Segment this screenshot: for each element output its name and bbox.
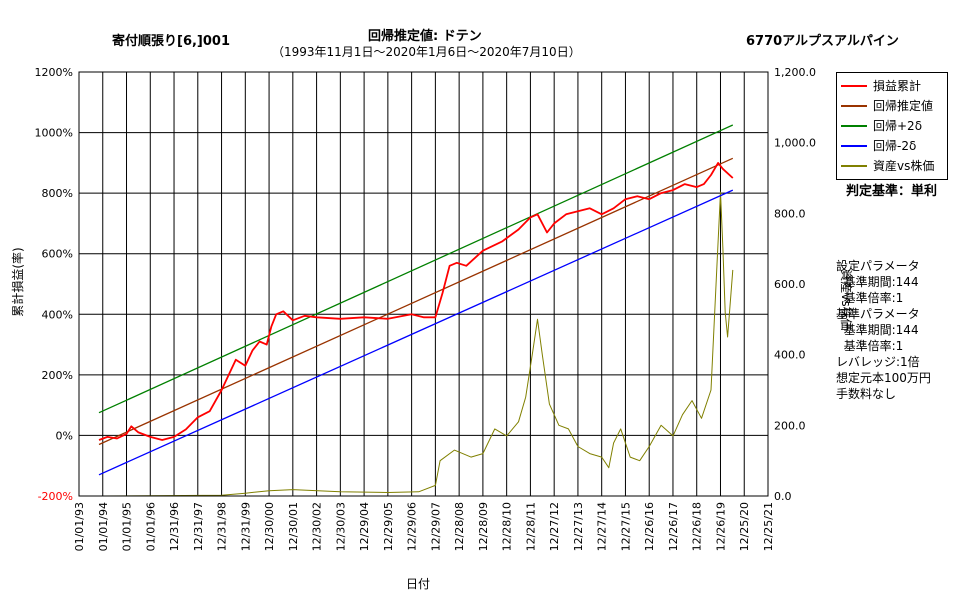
legend-label: 回帰-2δ — [873, 139, 917, 153]
x-tick-label: 12/31/96 — [168, 502, 181, 551]
x-tick-label: 12/28/09 — [477, 502, 490, 551]
y-tick-label: 1000% — [35, 127, 73, 140]
plot-area — [79, 72, 768, 496]
chart-date-range: （1993年11月1日～2020年1月6日～2020年7月10日） — [272, 45, 581, 59]
chart-ticks: -200% 0% 200% 400% 600% 800% 1000% 1200% 0.0 200.… — [35, 66, 816, 551]
x-tick-label: 12/30/02 — [311, 502, 324, 551]
chart-grid — [78, 71, 769, 497]
x-tick-label: 12/27/12 — [548, 502, 561, 551]
chart-axes — [78, 71, 769, 497]
side-info: 設定パラメータ 基準期間:144 基準倍率:1 基準パラメータ 基準期間:144 … — [836, 258, 931, 402]
chart-series — [98, 124, 734, 497]
y-axis-label: 累計損益(率) — [10, 247, 25, 316]
x-tick-label: 12/25/21 — [762, 502, 775, 551]
x-tick-label: 12/28/10 — [501, 502, 514, 551]
x-tick-label: 12/27/15 — [619, 502, 632, 551]
series-line-3 — [98, 189, 734, 476]
x-tick-label: 12/27/13 — [572, 502, 585, 551]
x-tick-label: 12/29/05 — [382, 502, 395, 551]
chart-title-left: 寄付順張り[6,]001 — [112, 34, 231, 49]
x-tick-label: 12/31/98 — [216, 502, 229, 551]
x-tick-label: 01/01/96 — [144, 502, 157, 551]
y2-tick-label: 200.0 — [774, 419, 806, 432]
legend-label: 回帰推定値 — [873, 99, 934, 113]
legend-swatch — [841, 145, 867, 147]
x-tick-label: 12/26/18 — [691, 502, 704, 551]
side-info-line: 基準期間:144 — [836, 275, 919, 289]
x-tick-label: 12/25/20 — [738, 502, 751, 551]
x-tick-label: 12/28/08 — [453, 502, 466, 551]
side-info-line: 想定元本100万円 — [836, 371, 931, 385]
y-tick-label: 200% — [42, 369, 73, 382]
series-line-1 — [98, 157, 734, 446]
side-info-line: 基準パラメータ — [836, 307, 920, 321]
legend-label: 資産vs株価 — [873, 159, 935, 173]
y-tick-label: 800% — [42, 187, 73, 200]
x-tick-label: 12/26/19 — [714, 502, 727, 551]
x-tick-label: 12/29/04 — [358, 502, 371, 551]
side-info-line: 基準倍率:1 — [836, 291, 904, 305]
plot-frame — [78, 71, 769, 497]
y2-tick-label: 600.0 — [774, 278, 806, 291]
chart-title-center: 回帰推定値: ドテン — [368, 29, 482, 44]
legend-label: 回帰+2δ — [873, 119, 923, 133]
legend-label: 損益累計 — [873, 79, 922, 93]
side-info-line: 手数料なし — [836, 387, 897, 401]
x-tick-label: 12/26/16 — [643, 502, 656, 551]
x-tick-label: 01/01/95 — [121, 502, 134, 551]
x-tick-label: 12/30/00 — [263, 502, 276, 551]
side-info-line: レバレッジ:1倍 — [836, 355, 920, 369]
y-tick-label: 600% — [42, 248, 73, 261]
series-line-4 — [98, 191, 734, 497]
x-tick-label: 12/31/97 — [192, 502, 205, 551]
y-tick-label: 400% — [42, 308, 73, 321]
legend-swatch — [841, 105, 867, 107]
x-tick-label: 12/29/06 — [406, 502, 419, 551]
y2-tick-label: 800.0 — [774, 207, 806, 220]
chart-title-right: 6770アルプスアルパイン — [746, 34, 899, 49]
x-tick-label: 12/28/11 — [524, 502, 537, 551]
x-tick-label: 01/01/94 — [97, 502, 110, 551]
side-info-line: 設定パラメータ — [836, 259, 920, 273]
x-tick-label: 01/01/93 — [73, 502, 86, 551]
judge-label: 判定基準：単利 — [846, 184, 938, 199]
series-line-2 — [98, 124, 734, 414]
side-info-line: 基準倍率:1 — [836, 339, 904, 353]
y-tick-label: -200% — [38, 490, 73, 503]
y-tick-label: 1200% — [35, 66, 73, 79]
y2-axis-label: 資産vs株価 — [839, 269, 854, 330]
legend-swatch — [841, 85, 867, 87]
y2-tick-label: 1,200.0 — [774, 66, 816, 79]
x-tick-label: 12/26/17 — [667, 502, 680, 551]
legend-swatch — [841, 165, 867, 167]
x-tick-label: 12/27/14 — [596, 502, 609, 551]
series-line-0 — [98, 161, 734, 441]
y-tick-label: 0% — [56, 429, 73, 442]
chart-legend: 損益累計回帰推定値回帰+2δ 回帰-2δ 資産vs株価 — [836, 72, 948, 180]
legend-swatch — [841, 125, 867, 127]
x-tick-label: 12/29/07 — [429, 502, 442, 551]
y2-tick-label: 400.0 — [774, 349, 806, 362]
y2-tick-label: 0.0 — [774, 490, 792, 503]
y2-tick-label: 1,000.0 — [774, 137, 816, 150]
x-tick-label: 12/31/99 — [239, 502, 252, 551]
side-info-line: 基準期間:144 — [836, 323, 919, 337]
x-axis-label: 日付 — [406, 577, 430, 591]
x-tick-label: 12/30/03 — [334, 502, 347, 551]
x-tick-label: 12/30/01 — [287, 502, 300, 551]
